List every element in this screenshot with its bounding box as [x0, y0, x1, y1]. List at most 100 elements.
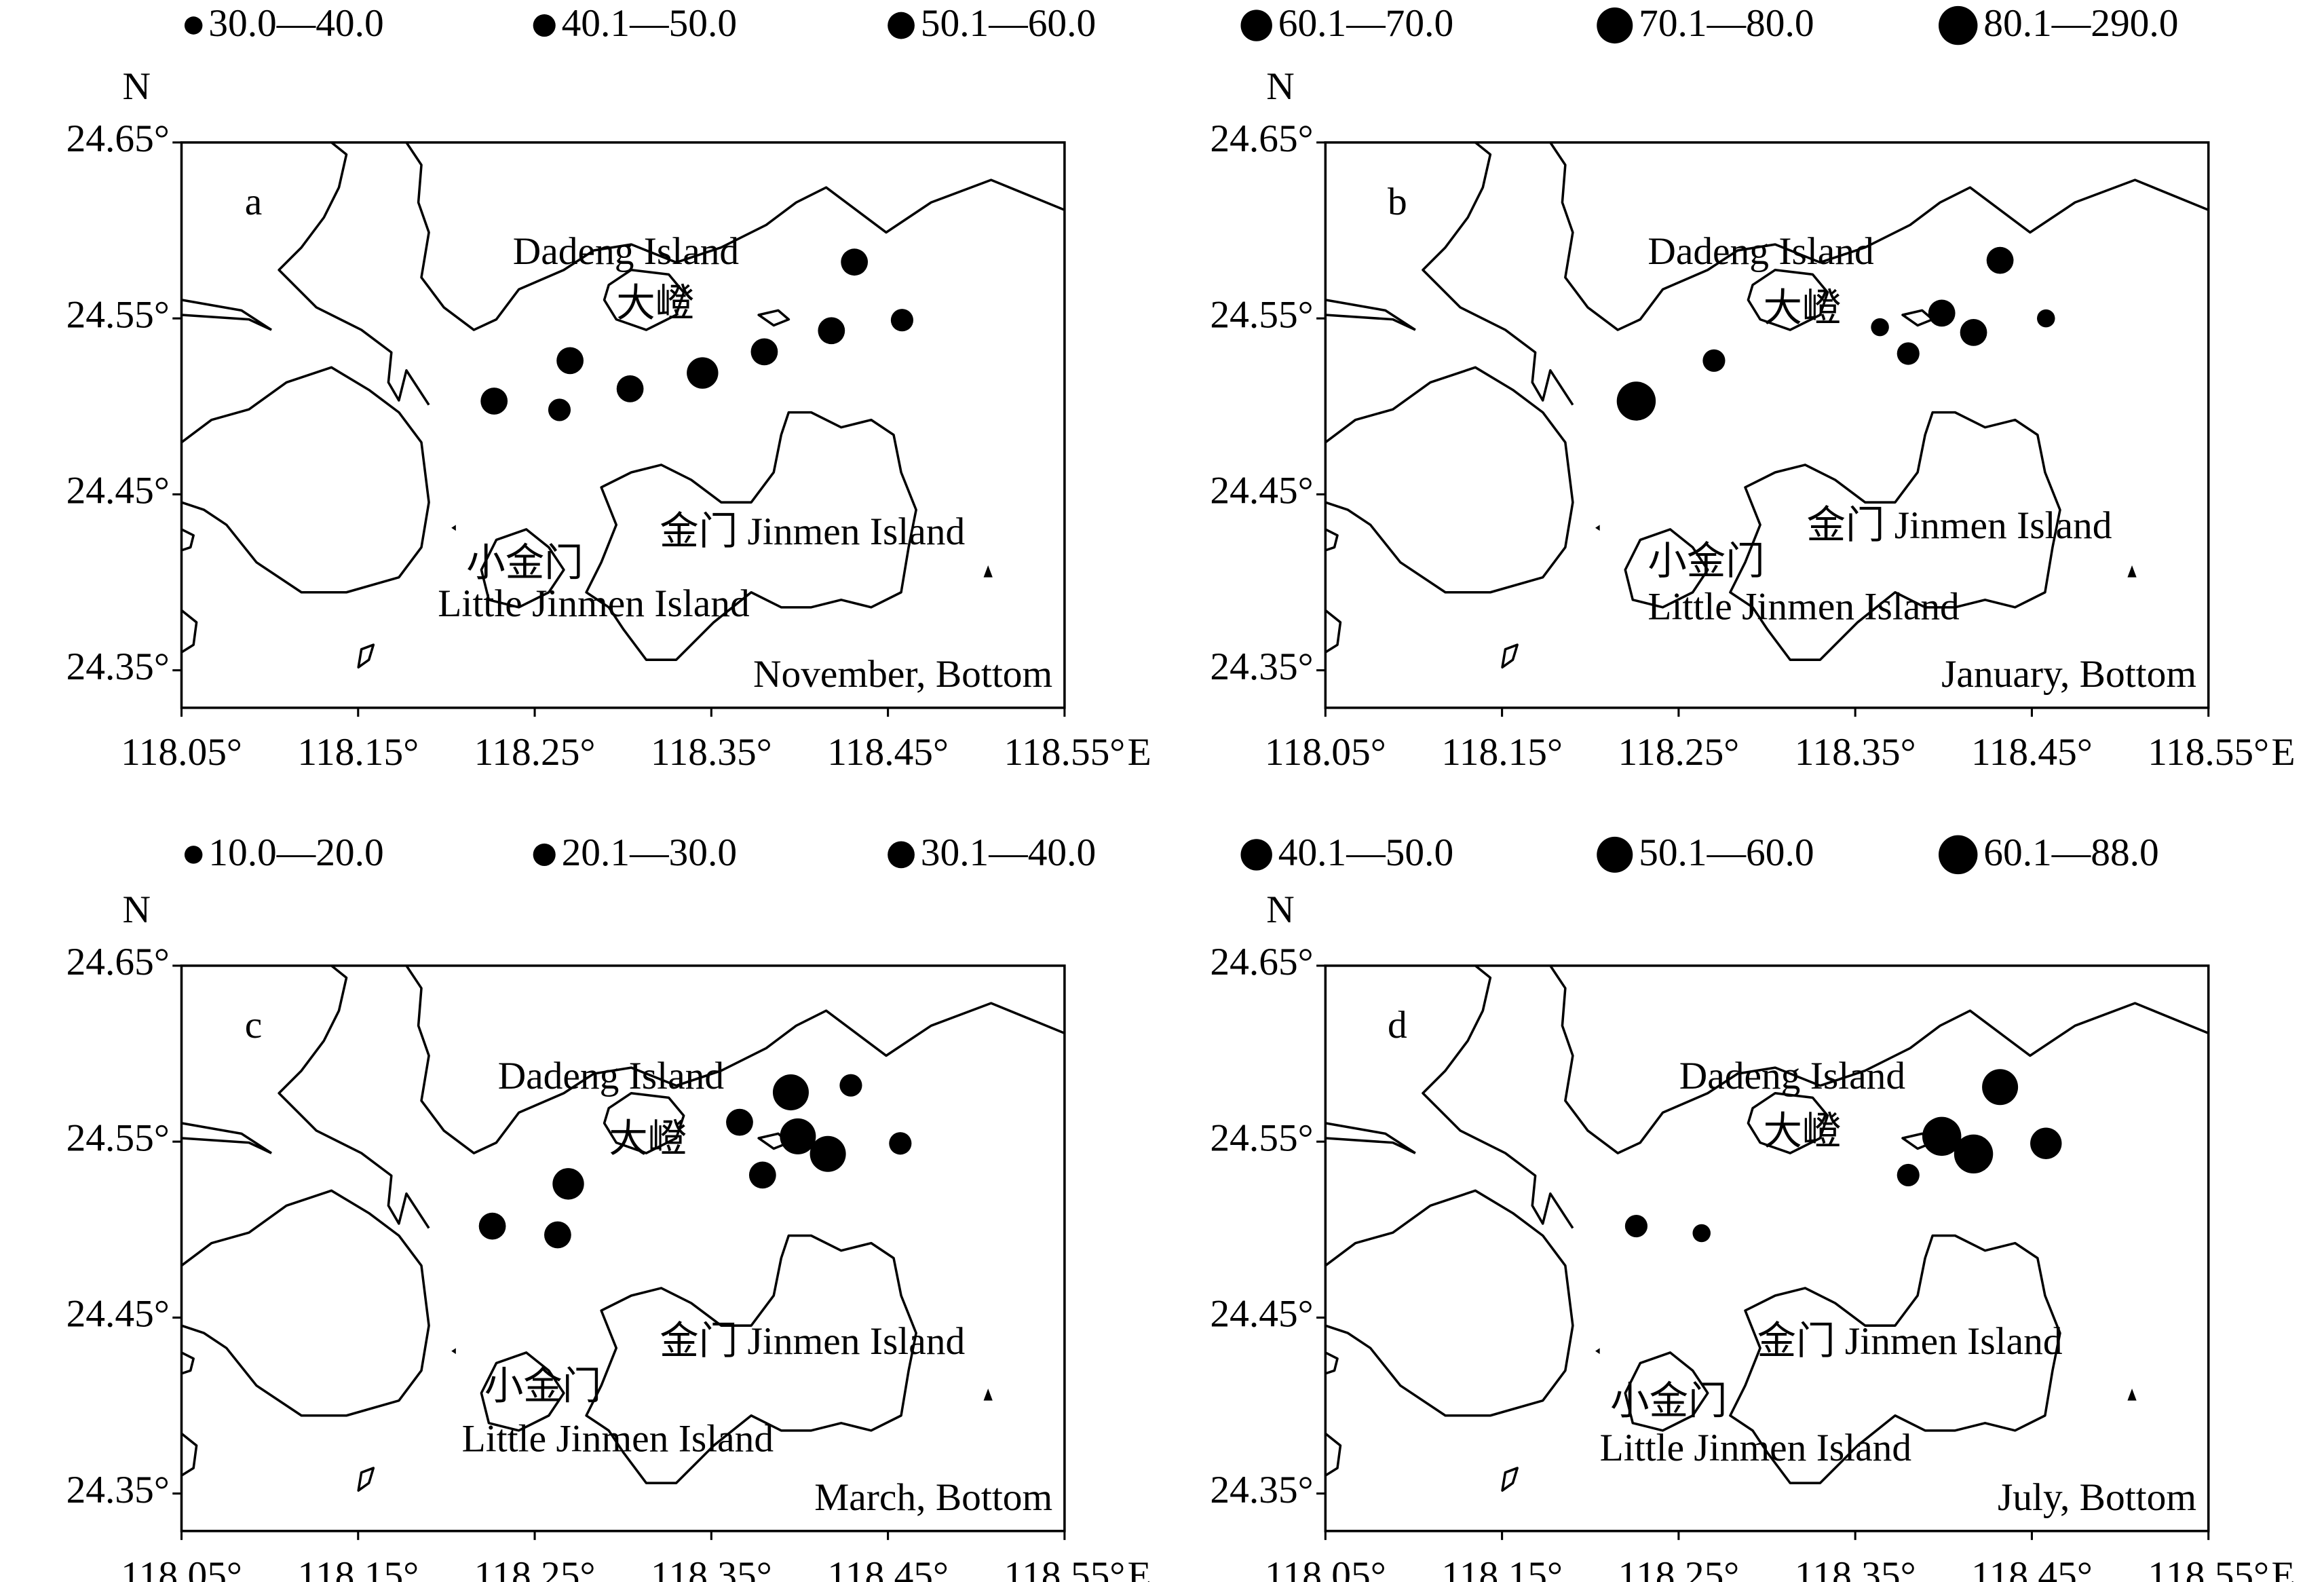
map-panel: 118.05° 118.15° 118.25° 118.35° 118.45° 118.5…: [1210, 65, 2295, 774]
station-point: [772, 1074, 809, 1111]
y-tick-label: 24.55°: [1210, 1116, 1313, 1159]
place-label: Little Jinmen Island: [438, 582, 750, 625]
x-tick-label: 118.45°: [1971, 731, 2093, 774]
y-tick-label: 24.45°: [66, 470, 170, 512]
legend-label: 50.1—60.0: [1639, 831, 1814, 874]
x-tick-label: 118.15°: [297, 731, 419, 774]
map-panel: 118.05° 118.15° 118.25° 118.35° 118.45° 118.5…: [1210, 888, 2295, 1582]
y-tick-label: 24.45°: [1210, 470, 1313, 512]
x-tick-label: 118.25°: [1618, 731, 1739, 774]
panel-caption: July, Bottom: [1998, 1476, 2196, 1519]
map-panel: 118.05° 118.15° 118.25° 118.35° 118.45° 118.5…: [66, 65, 1151, 774]
legend-label: 60.1—88.0: [1983, 831, 2158, 874]
place-label: 大嶝: [609, 1118, 687, 1161]
x-tick-label: 118.15°: [297, 1554, 419, 1582]
y-tick-label: 24.35°: [66, 1469, 170, 1511]
y-axis-label: N: [122, 888, 150, 931]
place-label: Dadeng Island: [1679, 1055, 1906, 1097]
station-point: [1960, 319, 1987, 346]
x-tick-label: 118.05°: [121, 1554, 242, 1582]
map-frame: [1324, 964, 2210, 1532]
station-point: [1954, 1134, 1994, 1174]
station-point: [478, 1212, 506, 1240]
station-point: [2030, 1127, 2062, 1159]
map-frame: [180, 964, 1066, 1532]
panel-letter: a: [245, 181, 263, 223]
legend-label: 30.1—40.0: [921, 831, 1096, 874]
place-label: Little Jinmen Island: [1600, 1427, 1912, 1469]
place-label: 小金门: [1610, 1380, 1727, 1423]
legend-label: 20.1—30.0: [562, 831, 737, 874]
x-axis-label: E: [2272, 1554, 2296, 1582]
x-tick-label: 118.15°: [1441, 1554, 1563, 1582]
y-tick-label: 24.55°: [66, 293, 170, 336]
panel-letter: b: [1388, 181, 1407, 223]
y-tick-label: 24.35°: [1210, 645, 1313, 688]
station-point: [780, 1118, 816, 1154]
x-tick-label: 118.55°: [1004, 731, 1125, 774]
panel-caption: March, Bottom: [814, 1476, 1052, 1519]
legend-label: 50.1—60.0: [921, 2, 1096, 45]
place-label: 大嶝: [1764, 287, 1842, 330]
station-point: [1871, 318, 1889, 337]
y-tick-label: 24.45°: [66, 1293, 170, 1336]
station-point: [889, 1132, 912, 1155]
station-point: [1702, 349, 1726, 372]
x-tick-label: 118.45°: [827, 1554, 949, 1582]
place-label: 金门 Jinmen Island: [660, 1320, 965, 1363]
legend-symbol: [1240, 839, 1272, 871]
legend-label: 40.1—50.0: [562, 2, 737, 45]
station-point: [1616, 381, 1656, 421]
place-label: Dadeng Island: [498, 1055, 725, 1097]
x-tick-label: 118.25°: [474, 731, 596, 774]
legend-label: 60.1—70.0: [1278, 2, 1453, 45]
place-label: Little Jinmen Island: [1647, 585, 1960, 628]
station-point: [1624, 1215, 1647, 1238]
station-point: [616, 375, 644, 402]
y-tick-label: 24.65°: [66, 941, 170, 983]
y-tick-label: 24.45°: [1210, 1293, 1313, 1336]
x-tick-label: 118.55°: [2148, 731, 2269, 774]
place-label: Dadeng Island: [513, 230, 740, 273]
x-tick-label: 118.55°: [2148, 1554, 2269, 1582]
station-point: [841, 248, 869, 276]
x-tick-label: 118.05°: [1265, 731, 1386, 774]
x-tick-label: 118.05°: [1265, 1554, 1386, 1582]
legend-symbol: [533, 843, 556, 866]
station-point: [1986, 246, 2014, 274]
legend-label: 30.0—40.0: [208, 2, 383, 45]
legend-symbol: [1939, 5, 1978, 45]
place-label: 小金门: [466, 542, 583, 584]
place-label: 金门 Jinmen Island: [1807, 504, 2112, 547]
map-frame: [180, 141, 1066, 709]
place-label: 大嶝: [1764, 1110, 1842, 1153]
legend-symbol: [1597, 7, 1633, 44]
x-tick-label: 118.15°: [1441, 731, 1563, 774]
x-tick-label: 118.05°: [121, 731, 242, 774]
station-point: [1928, 299, 1956, 327]
coastline: [1324, 964, 2210, 1492]
station-point: [818, 317, 845, 345]
x-axis-label: E: [1128, 731, 1151, 774]
station-point: [1897, 1163, 1920, 1186]
panel-caption: November, Bottom: [753, 653, 1052, 696]
x-tick-label: 118.35°: [1795, 1554, 1916, 1582]
station-point: [890, 309, 914, 332]
station-point: [726, 1108, 753, 1136]
legend-symbol: [184, 846, 203, 864]
x-tick-label: 118.35°: [651, 731, 772, 774]
legend-symbol: [184, 16, 203, 35]
y-tick-label: 24.65°: [66, 117, 170, 160]
y-tick-label: 24.65°: [1210, 117, 1313, 160]
station-point: [1982, 1069, 2019, 1106]
station-point: [839, 1074, 862, 1097]
place-label: 小金门: [484, 1365, 601, 1408]
panel-letter: d: [1388, 1004, 1407, 1047]
station-point: [556, 347, 584, 375]
station-point: [480, 388, 508, 415]
place-label: Little Jinmen Island: [462, 1418, 774, 1461]
station-point: [548, 398, 571, 421]
legend-symbol: [533, 14, 556, 37]
legend-label: 10.0—20.0: [208, 831, 383, 874]
